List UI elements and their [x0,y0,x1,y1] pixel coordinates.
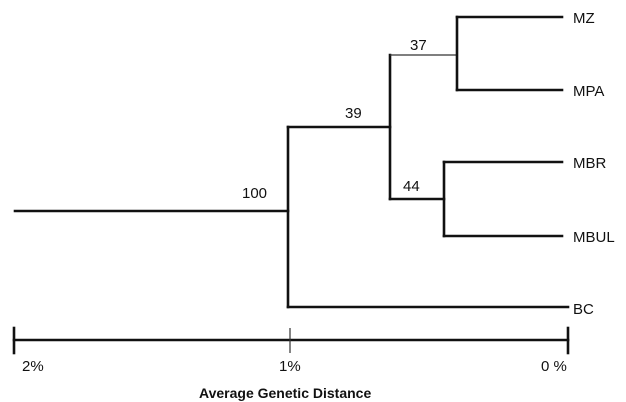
leaf-label-mbr: MBR [573,155,607,172]
leaf-label-bc: BC [573,301,594,318]
scale-label-0pct: 0 % [541,358,567,375]
scale-label-1pct: 1% [279,358,301,375]
support-root: 100 [242,185,267,202]
scale-title: Average Genetic Distance [199,385,371,401]
leaf-label-mpa: MPA [573,83,604,100]
leaf-label-mbul: MBUL [573,229,615,246]
leaf-label-mz: MZ [573,10,595,27]
support-node-44: 44 [403,178,420,195]
support-node-37: 37 [410,37,427,54]
scale-label-2pct: 2% [22,358,44,375]
support-node-39: 39 [345,105,362,122]
